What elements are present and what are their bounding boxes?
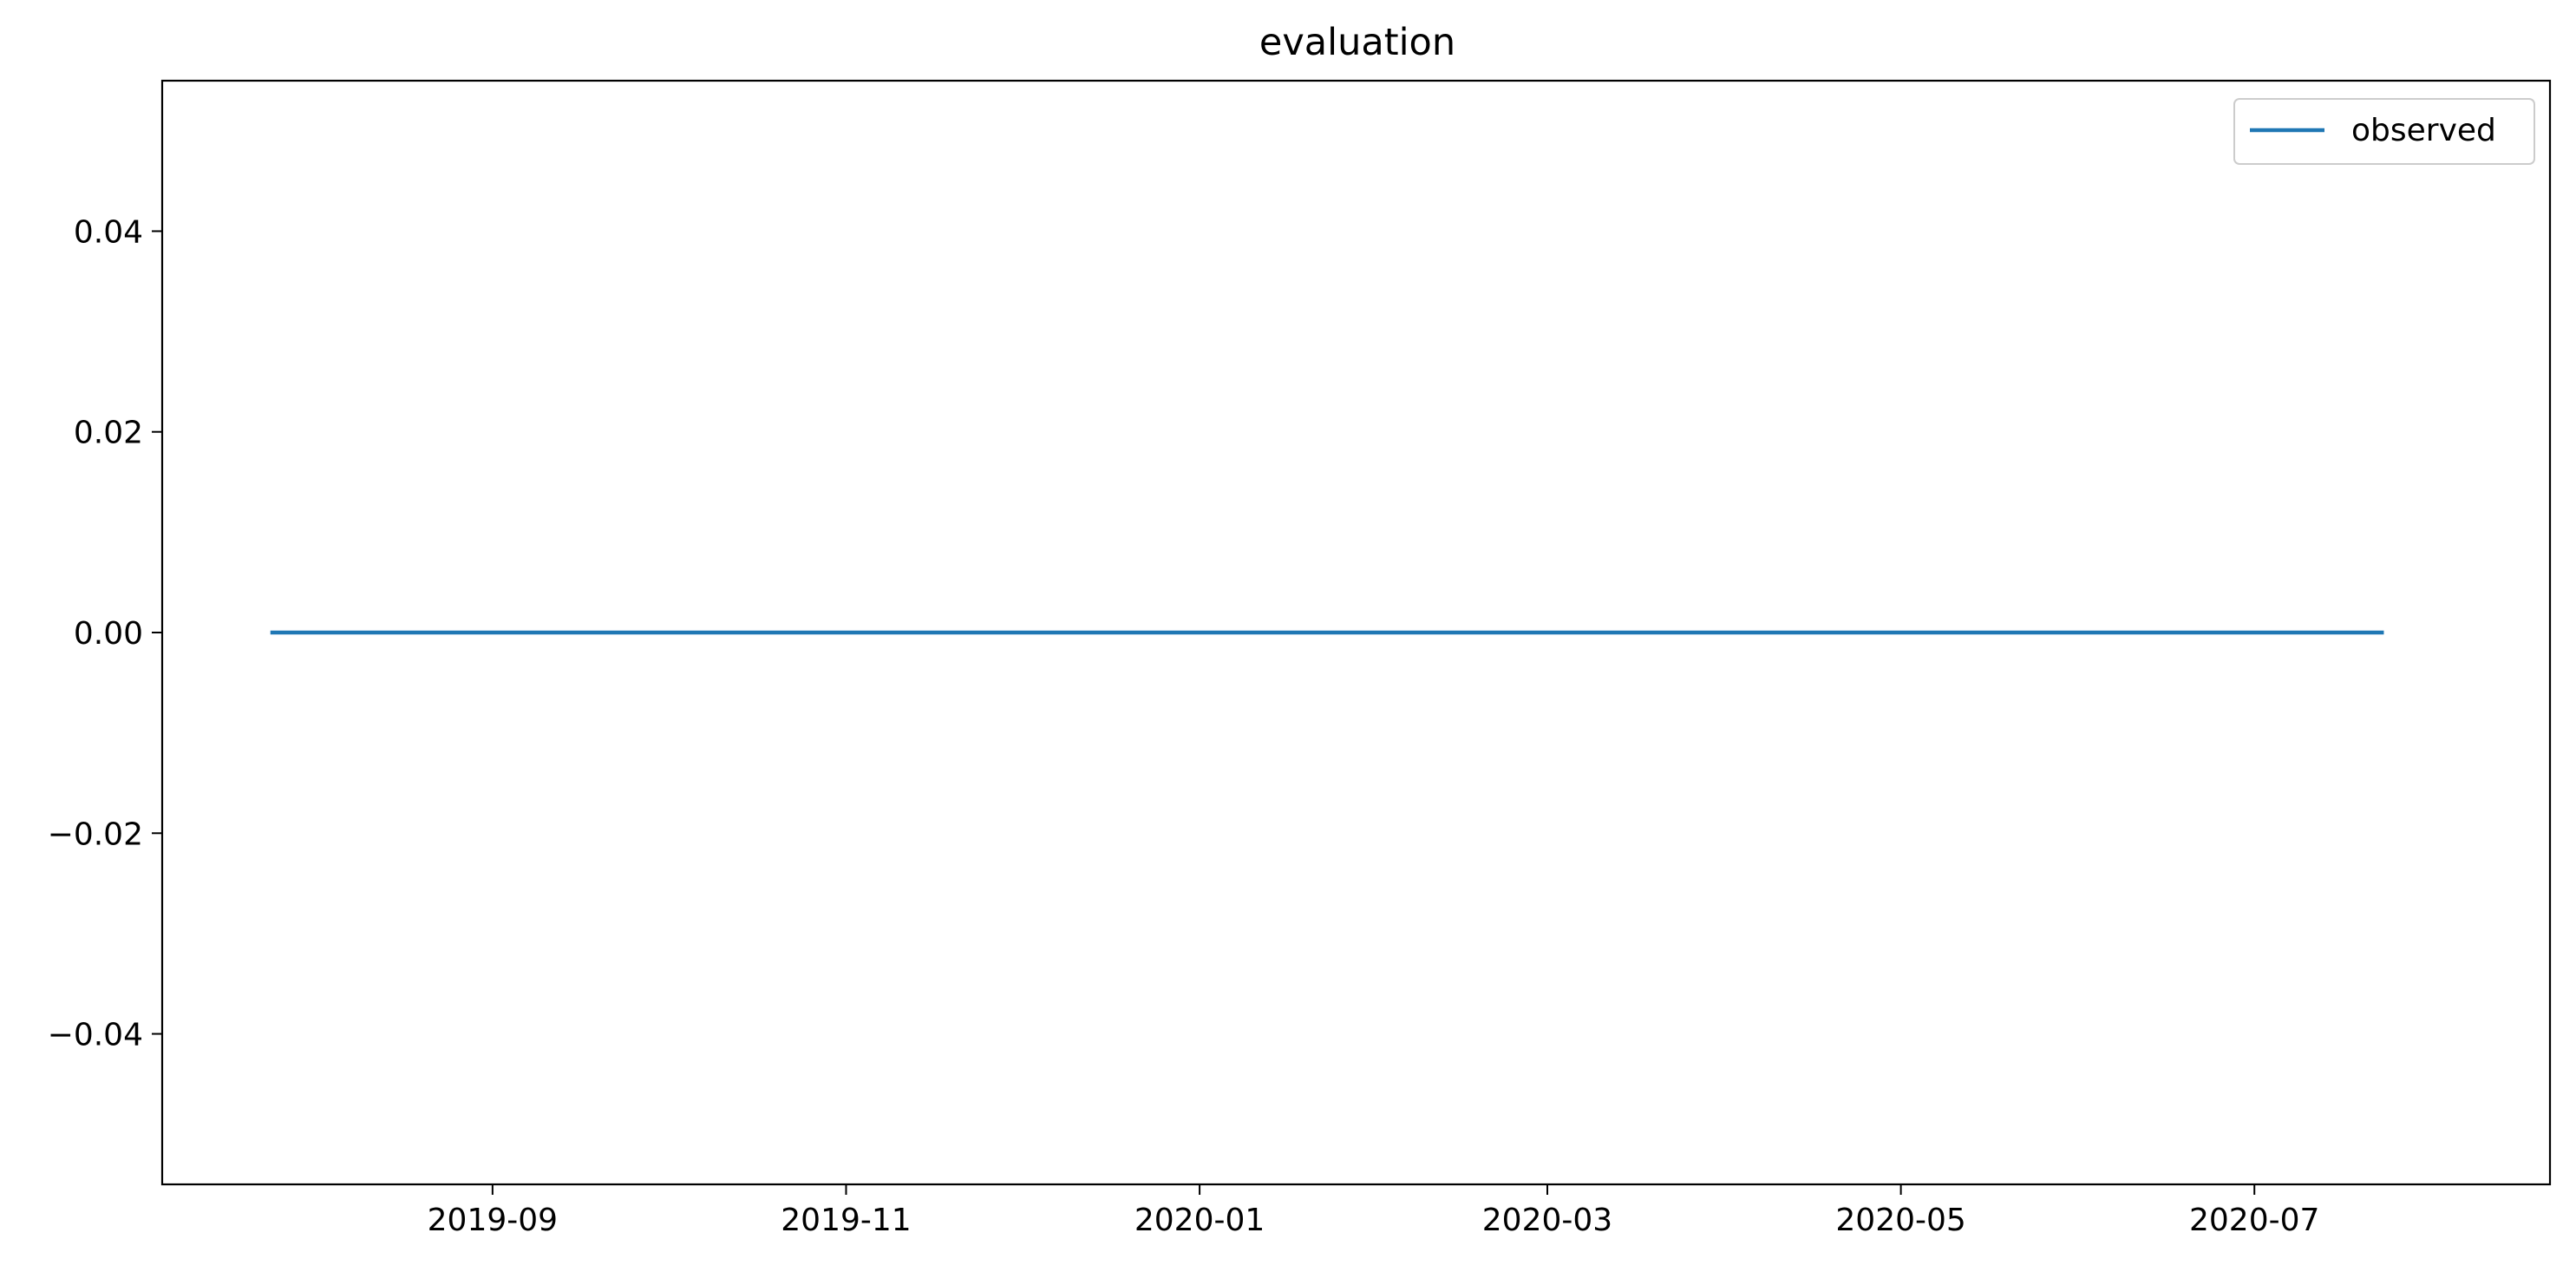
legend-box	[2233, 98, 2535, 165]
x-tick-label: 2020-07	[2189, 1203, 2319, 1238]
chart-title: evaluation	[1259, 21, 1455, 64]
legend: observed	[2233, 98, 2535, 165]
y-tick-label: 0.02	[74, 416, 143, 451]
y-tick-label: −0.04	[48, 1018, 143, 1053]
x-tick-label: 2020-03	[1482, 1203, 1612, 1238]
x-tick-label: 2020-05	[1835, 1203, 1965, 1238]
x-tick-label: 2019-11	[781, 1203, 911, 1238]
y-tick-label: 0.04	[74, 214, 143, 250]
y-tick-label: 0.00	[74, 616, 143, 652]
y-tick-label: −0.02	[48, 816, 143, 852]
x-tick-label: 2019-09	[428, 1203, 558, 1238]
legend-label-observed: observed	[2351, 113, 2496, 148]
x-tick-label: 2020-01	[1134, 1203, 1265, 1238]
